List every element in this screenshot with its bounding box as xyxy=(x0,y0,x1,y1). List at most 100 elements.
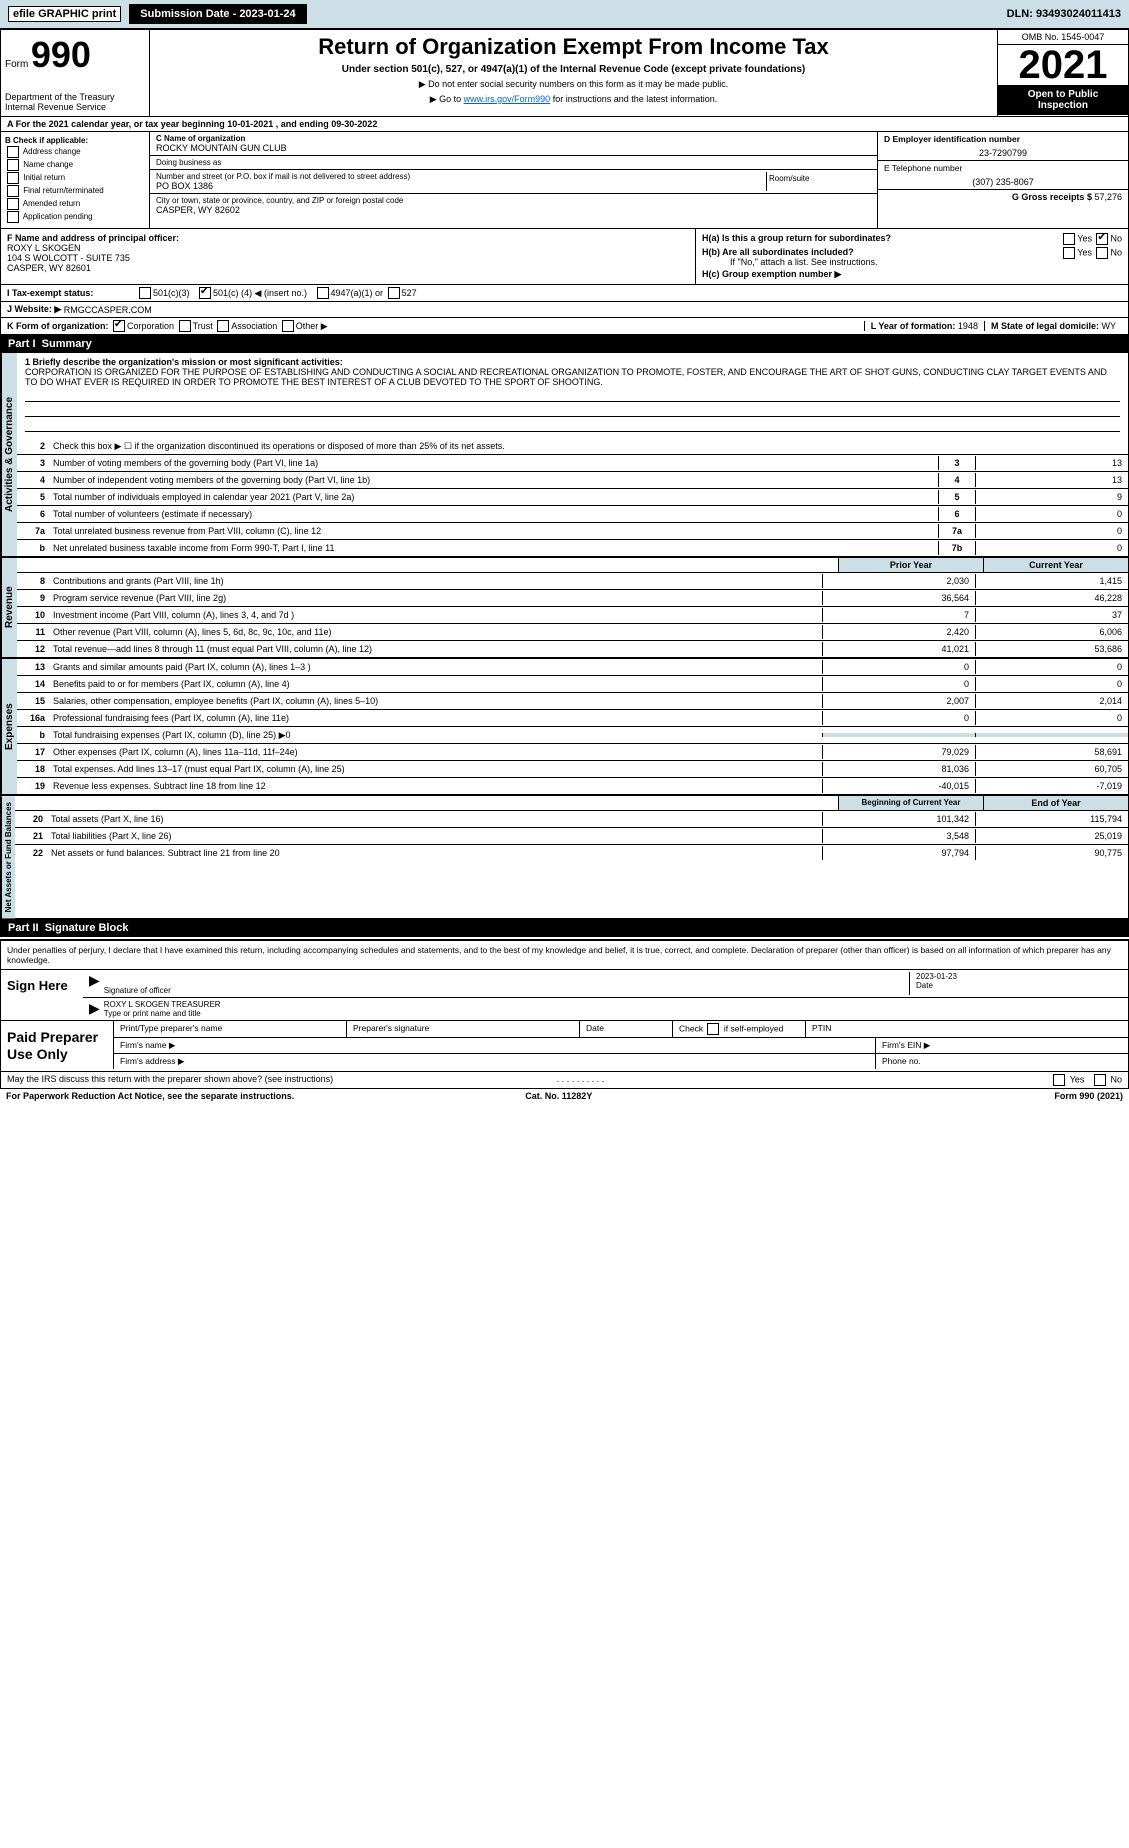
discuss-yes-checkbox[interactable] xyxy=(1053,1074,1065,1086)
paid-preparer-label: Paid Preparer Use Only xyxy=(1,1021,113,1071)
governance-block: Activities & Governance 1 Briefly descri… xyxy=(1,353,1128,556)
ein-label: D Employer identification number xyxy=(884,134,1122,144)
ha-yesno: Yes No xyxy=(1061,233,1122,245)
line-value: 9 xyxy=(975,490,1128,504)
prep-header-row: Print/Type preparer's name Preparer's si… xyxy=(113,1021,1128,1038)
row-l: L Year of formation: 1948 xyxy=(864,321,984,331)
netasset-line-20: 20 Total assets (Part X, line 16) 101,34… xyxy=(15,810,1128,827)
submission-date-button[interactable]: Submission Date - 2023-01-24 xyxy=(129,4,306,24)
line-num: b xyxy=(17,541,49,555)
gross-value: 57,276 xyxy=(1094,192,1122,202)
line-box: 4 xyxy=(938,473,975,487)
prior-value xyxy=(822,733,975,737)
chk-address-change[interactable]: Address change xyxy=(5,146,145,158)
line-num: 15 xyxy=(17,694,49,708)
discuss-no-checkbox[interactable] xyxy=(1094,1074,1106,1086)
chk-final-return[interactable]: Final return/terminated xyxy=(5,185,145,197)
hb-no-checkbox[interactable] xyxy=(1096,247,1108,259)
note2-pre: ▶ Go to xyxy=(430,94,464,104)
line-box: 6 xyxy=(938,507,975,521)
expenses-content: 13 Grants and similar amounts paid (Part… xyxy=(17,659,1128,794)
prior-value: 7 xyxy=(822,608,975,622)
ha-no-checkbox[interactable] xyxy=(1096,233,1108,245)
prior-value: 2,007 xyxy=(822,694,975,708)
subtitle: Under section 501(c), 527, or 4947(a)(1)… xyxy=(156,64,991,75)
line-text: Number of independent voting members of … xyxy=(49,473,938,487)
irs-link[interactable]: www.irs.gov/Form990 xyxy=(464,94,551,104)
revenue-line-12: 12 Total revenue—add lines 8 through 11 … xyxy=(17,640,1128,657)
line-value: 0 xyxy=(975,524,1128,538)
chk-initial-return[interactable]: Initial return xyxy=(5,172,145,184)
dba-row: Doing business as xyxy=(150,156,877,170)
part2-num: Part II xyxy=(8,922,39,934)
gov-line-b: b Net unrelated business taxable income … xyxy=(17,539,1128,556)
org-name-row: C Name of organization ROCKY MOUNTAIN GU… xyxy=(150,132,877,156)
hb-label: H(b) Are all subordinates included? xyxy=(702,247,854,257)
street-row: Number and street (or P.O. box if mail i… xyxy=(150,170,877,194)
revenue-block: Revenue Prior Year Current Year 8 Contri… xyxy=(1,556,1128,657)
chk-application-pending[interactable]: Application pending xyxy=(5,211,145,223)
preparer-grid: Print/Type preparer's name Preparer's si… xyxy=(113,1021,1128,1071)
chk-amended-return[interactable]: Amended return xyxy=(5,198,145,210)
chk-corporation[interactable] xyxy=(113,320,125,332)
expense-line-15: 15 Salaries, other compensation, employe… xyxy=(17,692,1128,709)
chk-self-employed[interactable] xyxy=(707,1023,719,1035)
sig-date-label: Date xyxy=(916,981,1116,990)
line-text: Salaries, other compensation, employee b… xyxy=(49,694,822,708)
gov-line-4: 4 Number of independent voting members o… xyxy=(17,471,1128,488)
line-num: 18 xyxy=(17,762,49,776)
officer-label: F Name and address of principal officer: xyxy=(7,233,689,243)
main-title: Return of Organization Exempt From Incom… xyxy=(156,34,991,60)
line-num: b xyxy=(17,728,49,742)
line-num: 14 xyxy=(17,677,49,691)
discuss-text: May the IRS discuss this return with the… xyxy=(7,1074,333,1086)
current-value: 0 xyxy=(975,677,1128,691)
chk-name-change[interactable]: Name change xyxy=(5,159,145,171)
hb-yesno: Yes No xyxy=(1061,247,1122,259)
chk-4947[interactable] xyxy=(317,287,329,299)
vtab-netassets: Net Assets or Fund Balances xyxy=(1,796,15,918)
prior-value: 0 xyxy=(822,660,975,674)
sig-officer-label: Signature of officer xyxy=(104,986,909,995)
chk-trust[interactable] xyxy=(179,320,191,332)
current-value: 0 xyxy=(975,711,1128,725)
ha-row: H(a) Is this a group return for subordin… xyxy=(702,233,1122,243)
expense-line-13: 13 Grants and similar amounts paid (Part… xyxy=(17,659,1128,675)
prep-sig-header: Preparer's signature xyxy=(346,1021,579,1037)
line-text: Total expenses. Add lines 13–17 (must eq… xyxy=(49,762,822,776)
hb-yes-checkbox[interactable] xyxy=(1063,247,1075,259)
chk-501c3[interactable] xyxy=(139,287,151,299)
line-num: 3 xyxy=(17,456,49,470)
netasset-line-22: 22 Net assets or fund balances. Subtract… xyxy=(15,844,1128,861)
form-word: Form xyxy=(5,59,28,70)
line-num: 2 xyxy=(17,439,49,453)
chk-501c[interactable] xyxy=(199,287,211,299)
sign-fields: ▶ Signature of officer 2023-01-23 Date ▶… xyxy=(83,970,1128,1020)
year-box: OMB No. 1545-0047 2021 Open to Public In… xyxy=(997,30,1128,116)
current-value: 6,006 xyxy=(975,625,1128,639)
block-bcde: B Check if applicable: Address change Na… xyxy=(0,132,1129,229)
note2-post: for instructions and the latest informat… xyxy=(550,94,717,104)
line-num: 16a xyxy=(17,711,49,725)
expenses-block: Expenses 13 Grants and similar amounts p… xyxy=(1,657,1128,794)
form-number-box: Form 990 Department of the Treasury Inte… xyxy=(1,30,150,116)
line-text: Other expenses (Part IX, column (A), lin… xyxy=(49,745,822,759)
line-value: 13 xyxy=(975,456,1128,470)
line-box: 7a xyxy=(938,524,975,538)
ha-yes-checkbox[interactable] xyxy=(1063,233,1075,245)
firm-name-label: Firm's name ▶ xyxy=(113,1038,875,1053)
chk-other[interactable] xyxy=(282,320,294,332)
line-num: 8 xyxy=(17,574,49,588)
chk-association[interactable] xyxy=(217,320,229,332)
col-h-group: H(a) Is this a group return for subordin… xyxy=(695,229,1128,284)
current-year-header: Current Year xyxy=(983,558,1128,572)
line-text: Investment income (Part VIII, column (A)… xyxy=(49,608,822,622)
current-value: 2,014 xyxy=(975,694,1128,708)
chk-527[interactable] xyxy=(388,287,400,299)
gov-line-6: 6 Total number of volunteers (estimate i… xyxy=(17,505,1128,522)
topbar: efile GRAPHIC print Submission Date - 20… xyxy=(0,0,1129,28)
arrow-icon: ▶ xyxy=(89,1000,100,1018)
netassets-content: Beginning of Current Year End of Year 20… xyxy=(15,796,1128,918)
line-text: Grants and similar amounts paid (Part IX… xyxy=(49,660,822,674)
line-num: 5 xyxy=(17,490,49,504)
